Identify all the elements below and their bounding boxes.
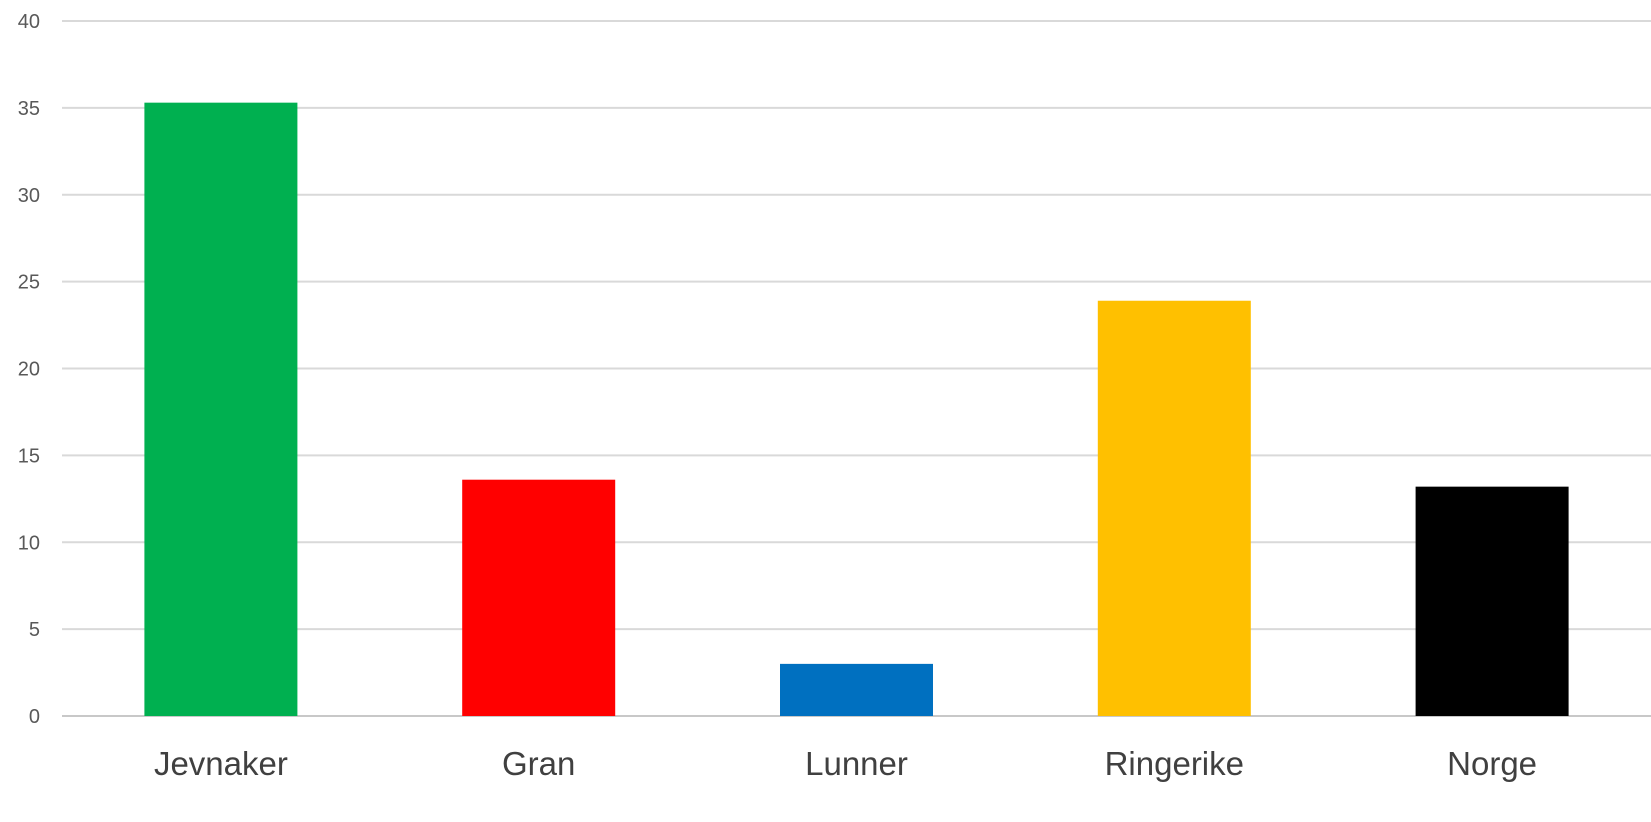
x-tick-label-lunner: Lunner [805, 745, 908, 782]
x-tick-label-jevnaker: Jevnaker [154, 745, 288, 782]
x-axis-category-labels: Jevnaker Gran Lunner Ringerike Norge [154, 745, 1537, 782]
y-tick-label-30: 30 [18, 185, 40, 207]
bars [144, 102, 1569, 717]
y-tick-label-0: 0 [29, 706, 40, 728]
y-tick-label-25: 25 [18, 272, 40, 294]
bar-jevnaker [144, 102, 298, 717]
x-tick-label-gran: Gran [502, 745, 575, 782]
y-tick-label-35: 35 [18, 98, 40, 120]
bar-gran [462, 479, 616, 716]
y-tick-label-15: 15 [18, 445, 40, 467]
bar-norge [1415, 486, 1569, 716]
gridlines [62, 20, 1651, 717]
y-tick-label-10: 10 [18, 532, 40, 554]
bar-lunner [780, 663, 933, 716]
y-tick-label-5: 5 [29, 619, 40, 641]
y-tick-label-20: 20 [18, 359, 40, 381]
x-tick-label-norge: Norge [1447, 745, 1537, 782]
y-axis-tick-labels: 0 5 10 15 20 25 30 35 40 [18, 11, 40, 728]
x-tick-label-ringerike: Ringerike [1105, 745, 1244, 782]
bar-ringerike [1097, 300, 1251, 716]
y-tick-label-40: 40 [18, 11, 40, 33]
